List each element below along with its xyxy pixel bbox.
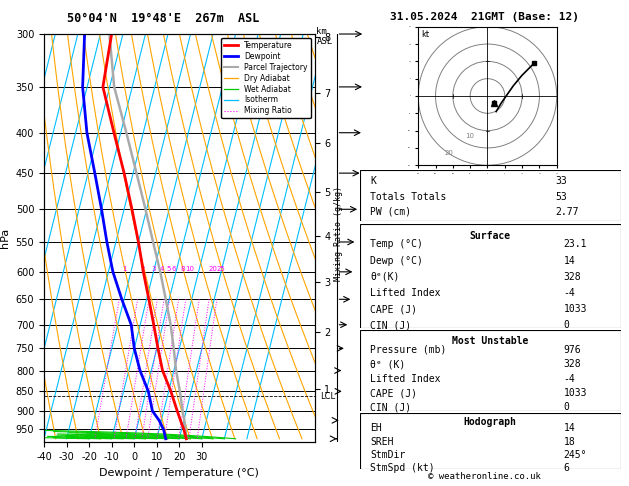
Text: Dewp (°C): Dewp (°C)	[370, 256, 423, 266]
Text: Totals Totals: Totals Totals	[370, 191, 447, 202]
Text: 0: 0	[564, 320, 569, 330]
Text: 50°04'N  19°48'E  267m  ASL: 50°04'N 19°48'E 267m ASL	[67, 12, 260, 25]
Text: Lifted Index: Lifted Index	[370, 288, 441, 298]
Text: StmDir: StmDir	[370, 450, 406, 460]
Text: km
ASL: km ASL	[316, 27, 333, 46]
Text: 1033: 1033	[564, 304, 587, 314]
Text: -4: -4	[564, 288, 575, 298]
Text: 6: 6	[172, 266, 176, 272]
Text: 20: 20	[209, 266, 218, 272]
Legend: Temperature, Dewpoint, Parcel Trajectory, Dry Adiabat, Wet Adiabat, Isotherm, Mi: Temperature, Dewpoint, Parcel Trajectory…	[221, 38, 311, 119]
Text: Pressure (mb): Pressure (mb)	[370, 345, 447, 355]
Text: 53: 53	[555, 191, 567, 202]
Text: 0: 0	[564, 402, 569, 413]
Text: 31.05.2024  21GMT (Base: 12): 31.05.2024 21GMT (Base: 12)	[390, 12, 579, 22]
Text: 25: 25	[216, 266, 225, 272]
Text: CIN (J): CIN (J)	[370, 320, 411, 330]
X-axis label: Dewpoint / Temperature (°C): Dewpoint / Temperature (°C)	[99, 468, 259, 478]
Text: 2.77: 2.77	[555, 207, 579, 217]
Text: 328: 328	[564, 272, 581, 282]
Text: -4: -4	[564, 374, 575, 383]
Text: 4: 4	[160, 266, 164, 272]
Text: 2: 2	[140, 266, 145, 272]
Text: 10: 10	[465, 133, 475, 139]
Text: Hodograph: Hodograph	[464, 417, 517, 427]
Text: 245°: 245°	[564, 450, 587, 460]
Text: 6: 6	[564, 464, 569, 473]
Text: Surface: Surface	[470, 231, 511, 241]
Text: EH: EH	[370, 423, 382, 433]
Text: Temp (°C): Temp (°C)	[370, 240, 423, 249]
Text: 1: 1	[122, 266, 126, 272]
Text: © weatheronline.co.uk: © weatheronline.co.uk	[428, 472, 541, 481]
Y-axis label: hPa: hPa	[0, 228, 10, 248]
Text: θᵉ(K): θᵉ(K)	[370, 272, 399, 282]
Text: StmSpd (kt): StmSpd (kt)	[370, 464, 435, 473]
Text: 23.1: 23.1	[564, 240, 587, 249]
Text: 3: 3	[152, 266, 156, 272]
Text: 18: 18	[564, 436, 575, 447]
Text: θᵉ (K): θᵉ (K)	[370, 359, 406, 369]
Text: 14: 14	[564, 256, 575, 266]
Text: Lifted Index: Lifted Index	[370, 374, 441, 383]
Text: 14: 14	[564, 423, 575, 433]
Text: SREH: SREH	[370, 436, 394, 447]
Text: 5: 5	[166, 266, 170, 272]
Text: Mixing Ratio (g/kg): Mixing Ratio (g/kg)	[334, 186, 343, 281]
Text: CAPE (J): CAPE (J)	[370, 304, 417, 314]
Text: 8: 8	[181, 266, 185, 272]
Text: CAPE (J): CAPE (J)	[370, 388, 417, 398]
Text: Most Unstable: Most Unstable	[452, 336, 528, 346]
Text: 1033: 1033	[564, 388, 587, 398]
Text: 10: 10	[186, 266, 194, 272]
Text: PW (cm): PW (cm)	[370, 207, 411, 217]
Text: kt: kt	[421, 30, 430, 39]
Text: 33: 33	[555, 176, 567, 186]
Text: LCL: LCL	[320, 392, 335, 400]
Text: K: K	[370, 176, 376, 186]
Text: 976: 976	[564, 345, 581, 355]
Text: CIN (J): CIN (J)	[370, 402, 411, 413]
Text: 20: 20	[445, 150, 454, 156]
Text: 328: 328	[564, 359, 581, 369]
